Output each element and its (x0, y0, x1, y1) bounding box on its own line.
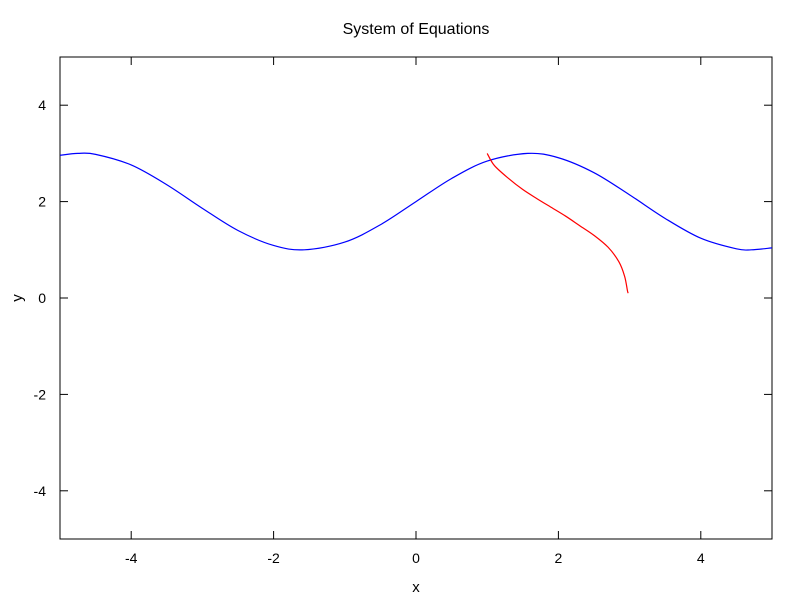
x-tick-label: 2 (555, 550, 563, 566)
x-tick-label: -2 (267, 550, 280, 566)
plot-border (59, 56, 773, 540)
x-axis-title: x (412, 579, 420, 596)
x-tick-label: -4 (125, 550, 138, 566)
plot-frame (59, 56, 773, 540)
y-axis-title: y (9, 294, 26, 302)
chart-title: System of Equations (343, 21, 490, 38)
y-tick-label: 0 (38, 290, 46, 306)
y-tick-label: -2 (34, 386, 47, 402)
x-axis-tick-labels: -4 -2 0 2 4 (125, 550, 705, 566)
y-tick-label: 4 (38, 97, 46, 113)
axis-ticks (60, 57, 772, 539)
x-tick-label: 4 (697, 550, 705, 566)
y-axis-tick-labels: -4 -2 0 2 4 (34, 97, 47, 499)
series-line-1 (60, 152, 772, 251)
x-tick-label: 0 (412, 550, 420, 566)
series-line-2 (486, 153, 629, 294)
y-tick-label: 2 (38, 194, 46, 210)
y-tick-label: -4 (34, 483, 47, 499)
series-layer (60, 152, 772, 294)
